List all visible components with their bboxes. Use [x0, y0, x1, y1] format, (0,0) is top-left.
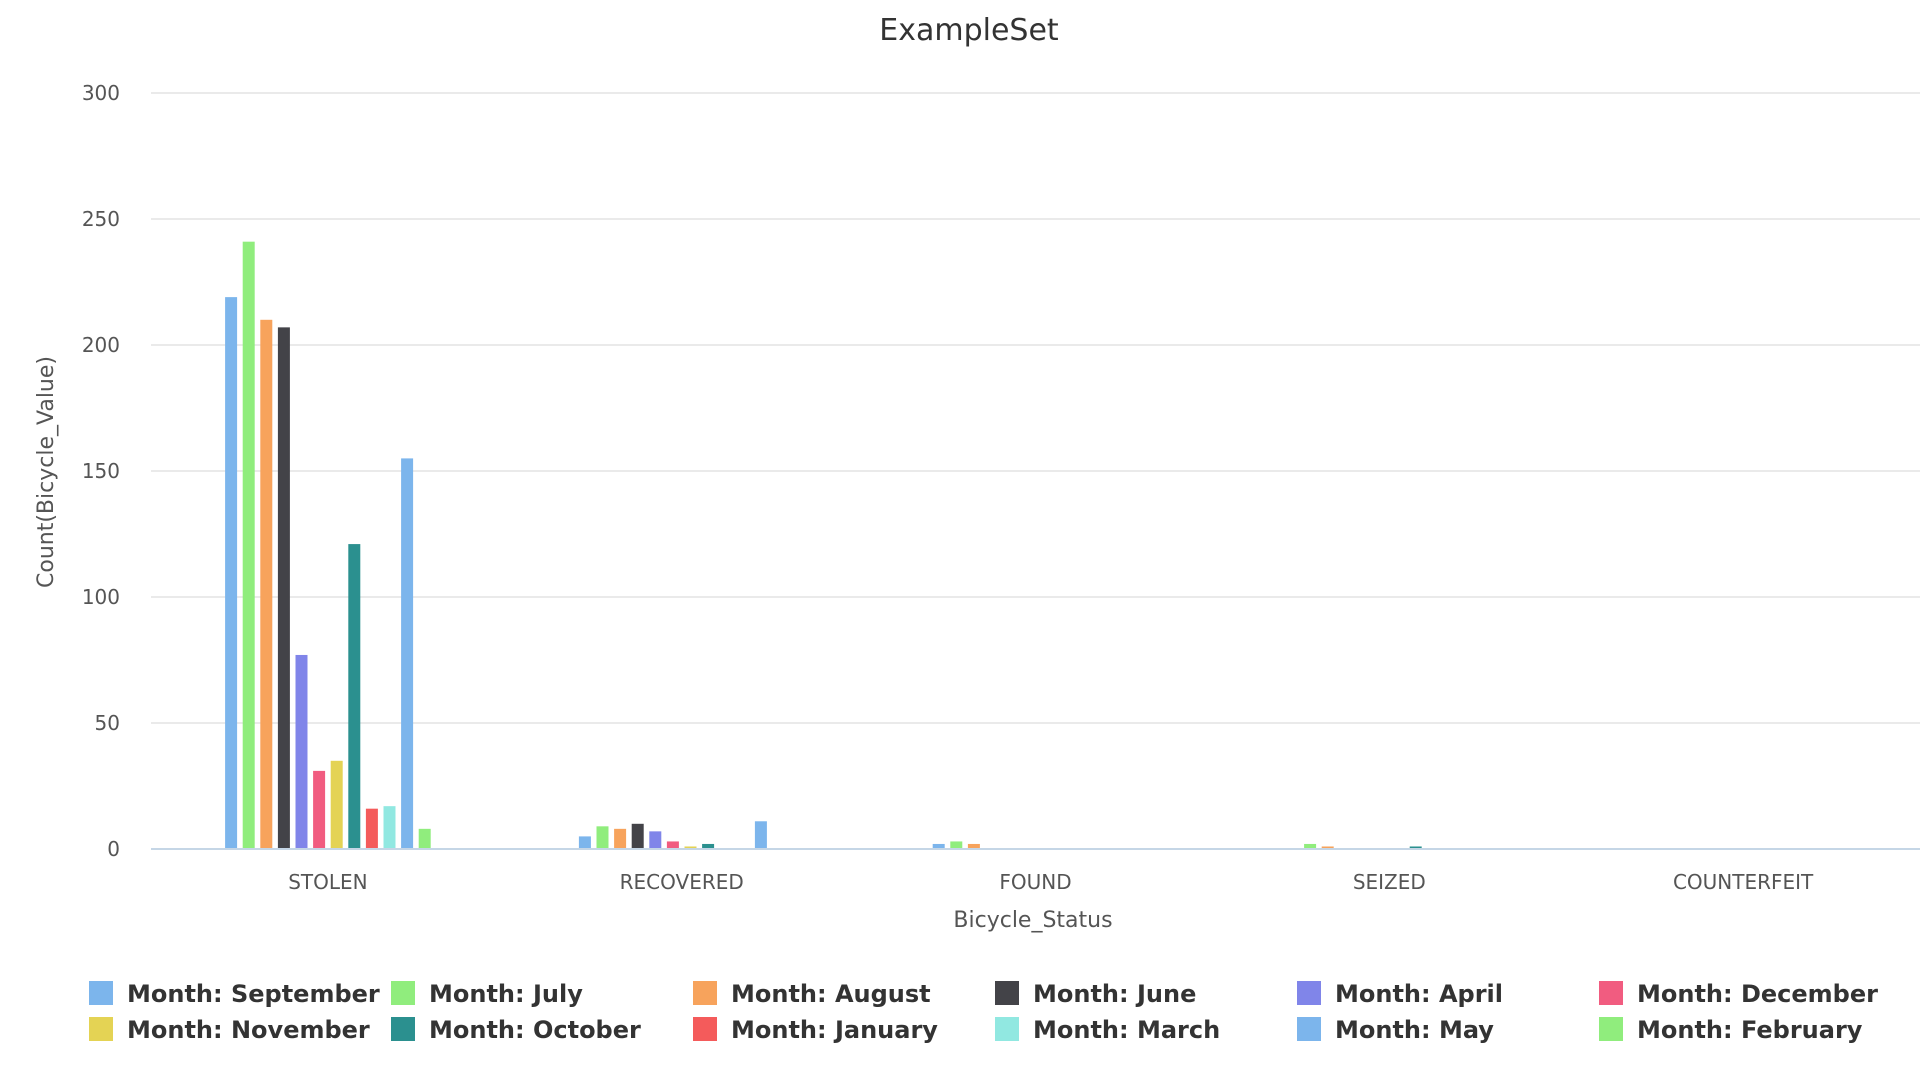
y-tick-label: 0 [107, 837, 120, 861]
legend-swatch [1297, 1017, 1321, 1041]
x-tick-label: COUNTERFEIT [1673, 870, 1814, 894]
legend-item[interactable]: Month: January [693, 1016, 938, 1044]
bar[interactable] [754, 821, 767, 849]
bar[interactable] [578, 836, 591, 849]
gridlines [151, 92, 1920, 724]
bar[interactable] [401, 458, 414, 849]
bar[interactable] [260, 319, 273, 849]
legend-label: Month: April [1335, 980, 1503, 1008]
bar[interactable] [684, 846, 697, 849]
legend-label: Month: October [429, 1016, 641, 1044]
y-tick-label: 200 [82, 333, 120, 357]
legend-item[interactable]: Month: March [995, 1016, 1220, 1044]
y-tick-label: 300 [82, 81, 120, 105]
bar[interactable] [277, 327, 290, 849]
legend-item[interactable]: Month: November [89, 1016, 370, 1044]
legend-item[interactable]: Month: December [1599, 980, 1878, 1008]
legend-swatch [995, 1017, 1019, 1041]
bar[interactable] [1304, 843, 1317, 849]
legend-item[interactable]: Month: May [1297, 1016, 1494, 1044]
bar[interactable] [1409, 846, 1422, 849]
y-axis-label: Count(Bicycle_Value) [34, 356, 59, 588]
bars [225, 241, 1422, 849]
bar[interactable] [313, 770, 326, 849]
bar[interactable] [614, 828, 627, 849]
bar[interactable] [649, 831, 662, 849]
legend-swatch [693, 981, 717, 1005]
legend-label: Month: July [429, 980, 583, 1008]
legend-item[interactable]: Month: June [995, 980, 1196, 1008]
bar[interactable] [348, 544, 361, 849]
x-tick-label: RECOVERED [620, 870, 744, 894]
bar[interactable] [596, 826, 609, 849]
legend-swatch [1599, 981, 1623, 1005]
legend-item[interactable]: Month: October [391, 1016, 641, 1044]
legend-label: Month: January [731, 1016, 938, 1044]
bar[interactable] [666, 841, 679, 849]
bar[interactable] [702, 843, 715, 849]
y-tick-label: 250 [82, 207, 120, 231]
y-tick-label: 100 [82, 585, 120, 609]
bar[interactable] [1321, 846, 1334, 849]
legend-item[interactable]: Month: September [89, 980, 380, 1008]
x-tick-label: FOUND [999, 870, 1071, 894]
legend-item[interactable]: Month: April [1297, 980, 1503, 1008]
bar[interactable] [631, 823, 644, 849]
legend-label: Month: May [1335, 1016, 1494, 1044]
bar[interactable] [932, 843, 945, 849]
legend-item[interactable]: Month: July [391, 980, 583, 1008]
y-tick-label: 50 [95, 711, 120, 735]
legend-swatch [391, 1017, 415, 1041]
x-axis-label: Bicycle_Status [953, 908, 1112, 933]
legend-label: Month: August [731, 980, 931, 1008]
chart-title: ExampleSet [879, 13, 1059, 48]
bar[interactable] [242, 241, 255, 849]
legend-item[interactable]: Month: February [1599, 1016, 1863, 1044]
legend-swatch [995, 981, 1019, 1005]
y-tick-label: 150 [82, 459, 120, 483]
legend-item[interactable]: Month: August [693, 980, 931, 1008]
bar[interactable] [330, 760, 343, 849]
legend: Month: September Month: July Month: August… [89, 980, 1878, 1044]
bar[interactable] [950, 841, 963, 849]
x-tick-label: STOLEN [288, 870, 367, 894]
legend-label: Month: June [1033, 980, 1196, 1008]
legend-label: Month: November [127, 1016, 370, 1044]
y-axis-ticks: 0 50 100 150 200 250 300 [82, 81, 120, 861]
legend-swatch [1599, 1017, 1623, 1041]
legend-swatch [693, 1017, 717, 1041]
bar[interactable] [967, 843, 980, 849]
bar[interactable] [418, 828, 431, 849]
bar[interactable] [383, 806, 396, 849]
bar[interactable] [225, 297, 238, 849]
legend-label: Month: September [127, 980, 380, 1008]
legend-swatch [391, 981, 415, 1005]
x-tick-label: SEIZED [1353, 870, 1426, 894]
legend-swatch [89, 981, 113, 1005]
bar[interactable] [295, 654, 308, 849]
legend-label: Month: March [1033, 1016, 1220, 1044]
bar[interactable] [365, 808, 378, 849]
legend-swatch [1297, 981, 1321, 1005]
legend-label: Month: February [1637, 1016, 1863, 1044]
legend-swatch [89, 1017, 113, 1041]
legend-label: Month: December [1637, 980, 1878, 1008]
x-axis-ticks: STOLEN RECOVERED FOUND SEIZED COUNTERFEIT [288, 870, 1814, 894]
